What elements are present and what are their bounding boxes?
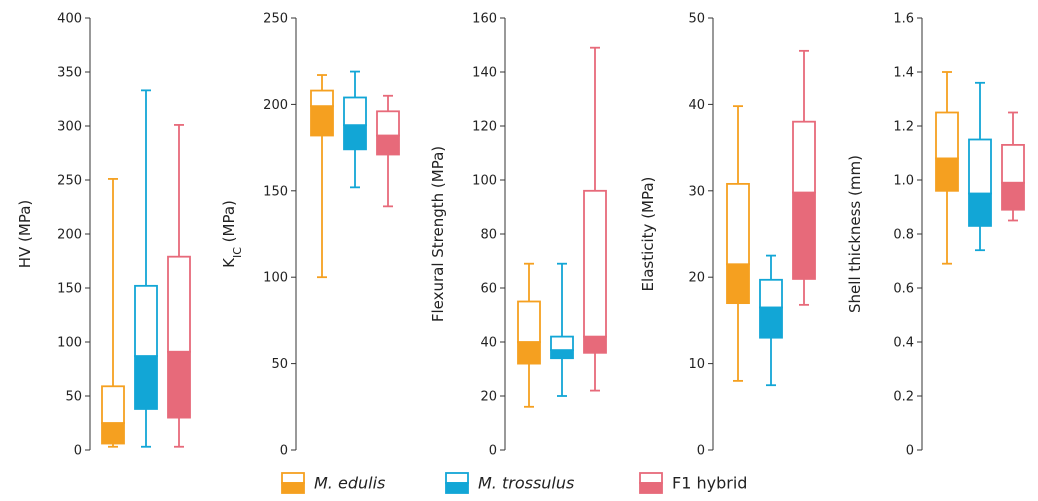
box-m-edulis-upper-open [517,300,541,343]
legend-swatch-open [639,472,663,484]
box-m-edulis-lower-fill [726,263,750,305]
y-tick-label: 50 [65,390,82,405]
panel-1: 0 50 100 150 200 250 300 350 400 HV (MPa) [16,12,191,459]
legend-swatch-open [445,472,469,484]
box-m-trossulus-lower-fill [550,349,574,360]
box-f1-hybrid-lower-fill [792,191,816,280]
y-tick-label: 200 [57,228,82,243]
y-tick-label: 80 [480,228,497,243]
box-m-trossulus-lower-fill [968,192,992,227]
y-tick-label: 0.4 [893,336,914,351]
box-m-trossulus-upper-open [968,138,992,195]
legend-swatch-filled [445,482,469,494]
y-axis-title: Shell thickness (mm) [846,155,864,313]
legend-item-m-edulis: M. edulis [281,472,385,494]
y-tick-label: 150 [57,282,82,297]
legend: M. edulis M. trossulus F1 hybrid [281,472,747,494]
y-tick-label: 0.6 [893,282,914,297]
y-tick-label: 0 [906,444,914,459]
box-m-edulis-upper-open [726,182,750,266]
y-axis-title: Flexural Strength (MPa) [429,146,447,322]
y-tick-label: 250 [57,174,82,189]
legend-swatch-filled [639,482,663,494]
legend-label: M. edulis [314,474,385,493]
box-m-trossulus-upper-open [134,284,158,357]
y-tick-label: 40 [480,336,497,351]
box-m-edulis-lower-fill [310,105,334,137]
panel-2: 0 50 100 150 200 250 KIC (MPa) [220,12,400,459]
legend-label: F1 hybrid [672,474,747,493]
y-tick-label: 50 [688,12,705,27]
box-f1-hybrid-upper-open [583,189,607,338]
y-tick-label: 10 [688,357,705,372]
panel-3: 0 20 40 60 80 100 120 140 160 Flexural Strength (… [429,12,607,459]
box-f1-hybrid-lower-fill [376,134,400,156]
y-tick-label: 150 [263,184,288,199]
box-f1-hybrid-upper-open [167,255,191,353]
y-tick-label: 1.4 [893,66,914,81]
y-tick-label: 160 [472,12,497,27]
y-tick-label: 20 [480,390,497,405]
y-axis-title: KIC (MPa) [220,200,244,268]
legend-label: M. trossulus [478,474,574,493]
panel-5: 0 0.2 0.4 0.6 0.8 1.0 1.2 1.4 1.6 Shell thickness… [846,12,1025,459]
box-m-edulis-upper-open [310,89,334,108]
panel-4: 0 10 20 30 40 50 Elasticity (MPa) [639,12,816,459]
y-tick-label: 0 [489,444,497,459]
y-tick-label: 200 [263,98,288,113]
y-tick-label: 0 [74,444,82,459]
box-m-trossulus-upper-open [759,278,783,309]
y-tick-label: 1.0 [893,174,914,189]
y-tick-label: 20 [688,271,705,286]
y-axis-title: HV (MPa) [16,200,34,269]
y-tick-label: 250 [263,12,288,27]
y-tick-label: 50 [271,357,288,372]
y-tick-label: 30 [688,184,705,199]
y-tick-label: 0 [697,444,705,459]
y-axis-title: Elasticity (MPa) [639,177,657,292]
box-f1-hybrid-upper-open [1001,143,1025,184]
box-m-edulis-lower-fill [935,157,959,192]
box-m-edulis-upper-open [935,111,959,160]
y-tick-label: 100 [472,174,497,189]
box-f1-hybrid-lower-fill [167,350,191,419]
y-tick-label: 300 [57,120,82,135]
y-tick-label: 40 [688,98,705,113]
box-m-edulis-lower-fill [517,341,541,365]
y-tick-label: 120 [472,120,497,135]
box-m-trossulus-upper-open [550,335,574,352]
legend-swatch-open [281,472,305,484]
box-m-trossulus-lower-fill [343,124,367,151]
box-f1-hybrid-lower-fill [1001,181,1025,211]
box-m-trossulus-lower-fill [759,306,783,339]
box-m-trossulus-upper-open [343,96,367,127]
y-tick-label: 0.2 [893,390,914,405]
y-tick-label: 1.2 [893,120,914,135]
y-tick-label: 100 [263,271,288,286]
box-m-edulis-upper-open [101,385,125,424]
y-tick-label: 1.6 [893,12,914,27]
y-tick-label: 0 [280,444,288,459]
legend-item-f1-hybrid: F1 hybrid [639,472,747,494]
y-tick-label: 0.8 [893,228,914,243]
legend-item-m-trossulus: M. trossulus [445,472,574,494]
box-f1-hybrid-lower-fill [583,335,607,354]
y-tick-label: 100 [57,336,82,351]
y-tick-label: 400 [57,12,82,27]
box-f1-hybrid-upper-open [376,110,400,137]
y-tick-label: 60 [480,282,497,297]
box-f1-hybrid-upper-open [792,120,816,194]
legend-swatch-filled [281,482,305,494]
box-m-trossulus-lower-fill [134,355,158,410]
y-tick-label: 350 [57,66,82,81]
y-tick-label: 140 [472,66,497,81]
box-m-edulis-lower-fill [101,422,125,445]
